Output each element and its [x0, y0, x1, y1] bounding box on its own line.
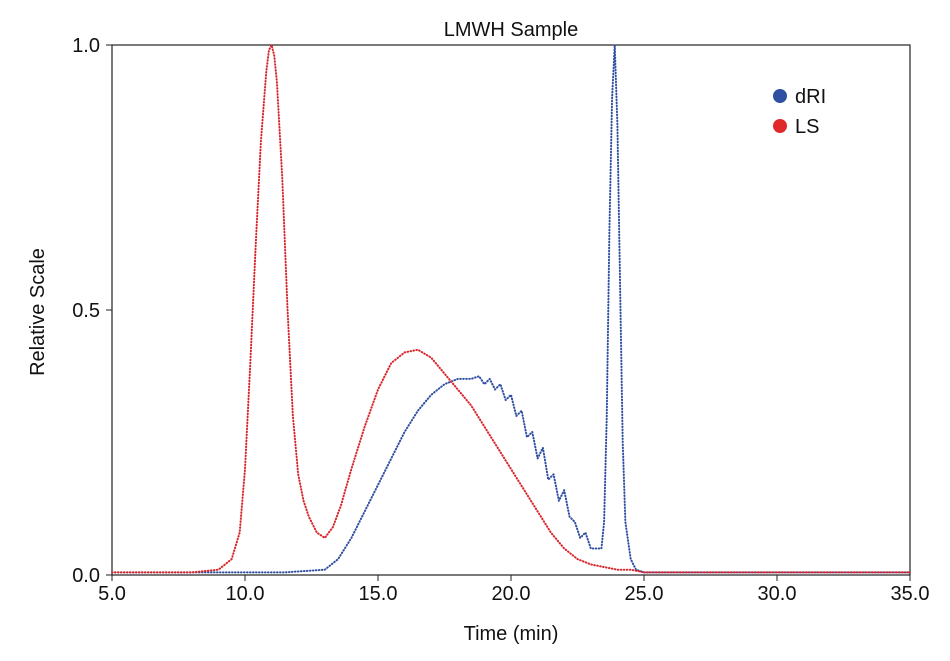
- plot-area: 5.0 10.0 15.0 20.0 25.0 30.0 35.0 0.0 0.5 1.0: [72, 35, 929, 605]
- x-tick-label: 10.0: [226, 583, 265, 605]
- y-ticks: 0.0 0.5 1.0: [72, 35, 112, 587]
- x-ticks: 5.0 10.0 15.0 20.0 25.0 30.0 35.0: [98, 575, 929, 605]
- x-tick-label: 15.0: [359, 583, 398, 605]
- y-tick-label: 0.0: [72, 565, 100, 587]
- legend-marker-dri: [773, 89, 787, 103]
- x-axis-label: Time (min): [464, 623, 559, 645]
- plot-frame: [111, 44, 911, 576]
- x-tick-label: 20.0: [492, 583, 531, 605]
- y-tick-label: 1.0: [72, 35, 100, 57]
- series-layer: [111, 44, 911, 574]
- y-axis-label: Relative Scale: [27, 248, 49, 376]
- series-line-ls: [111, 44, 911, 574]
- legend-marker-ls: [773, 119, 787, 133]
- legend-label-ls: LS: [795, 116, 819, 138]
- legend-label-dri: dRI: [795, 86, 826, 108]
- chart-title: LMWH Sample: [444, 19, 578, 41]
- series-line-dri: [111, 44, 911, 574]
- x-tick-label: 5.0: [98, 583, 126, 605]
- x-tick-label: 25.0: [625, 583, 664, 605]
- legend: dRI LS: [773, 86, 826, 138]
- x-tick-label: 35.0: [891, 583, 930, 605]
- x-tick-label: 30.0: [758, 583, 797, 605]
- y-tick-label: 0.5: [72, 300, 100, 322]
